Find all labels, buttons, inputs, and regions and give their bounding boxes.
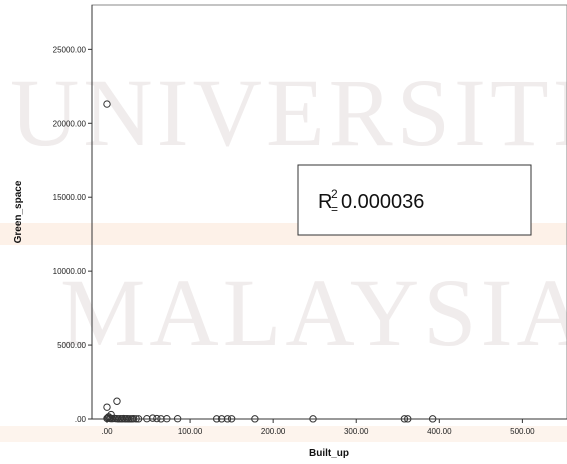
y-tick-label: 5000.00	[57, 341, 86, 350]
data-point	[129, 415, 138, 423]
x-tick-label: .00	[101, 427, 113, 436]
data-point	[148, 414, 157, 422]
data-point	[113, 397, 121, 405]
data-point	[400, 415, 409, 423]
data-point	[103, 100, 111, 108]
data-point	[309, 415, 317, 423]
x-tick-label: 500.00	[510, 427, 535, 436]
y-tick-label: 20000.00	[53, 119, 87, 128]
data-point	[163, 415, 171, 423]
y-tick-label: 25000.00	[53, 45, 87, 54]
y-axis-ticks: .00 5000.00 10000.00 15000.00 20000.00 25000.…	[53, 45, 92, 424]
data-point	[212, 415, 221, 423]
r-squared-box	[297, 164, 532, 236]
x-tick-label: 200.00	[261, 427, 286, 436]
r-squared-prefix: R	[318, 191, 332, 213]
x-tick-label: 400.00	[427, 427, 452, 436]
y-tick-label: .00	[75, 415, 87, 424]
data-point	[173, 415, 182, 423]
bottom-band	[0, 426, 567, 442]
data-point	[428, 415, 437, 423]
r-squared-equals: =	[331, 202, 338, 216]
data-point	[227, 415, 236, 423]
data-point	[217, 415, 226, 423]
y-axis-title: Green_space	[13, 180, 24, 243]
data-point	[103, 403, 111, 411]
y-tick-label: 15000.00	[53, 193, 87, 202]
data-point	[132, 415, 140, 423]
r-squared-annotation: R 2 = 0.000036	[297, 164, 532, 236]
watermark-line-2: MALAYSIA	[60, 259, 567, 366]
data-point	[404, 415, 412, 423]
r-squared-superscript: 2	[331, 187, 338, 201]
data-point	[251, 415, 259, 423]
watermark-line-1: UNIVERSITI	[10, 59, 567, 166]
x-tick-label: 300.00	[344, 427, 369, 436]
r-squared-value: 0.000036	[341, 191, 424, 213]
x-tick-label: 100.00	[178, 427, 203, 436]
y-tick-label: 10000.00	[53, 267, 87, 276]
watermark: UNIVERSITI MALAYSIA	[10, 59, 567, 366]
data-points	[103, 100, 437, 423]
data-point	[157, 415, 165, 423]
data-point	[143, 415, 151, 423]
x-axis-title: Built_up	[309, 448, 349, 459]
data-point	[223, 415, 232, 423]
data-point	[153, 414, 161, 423]
data-point	[134, 415, 143, 423]
